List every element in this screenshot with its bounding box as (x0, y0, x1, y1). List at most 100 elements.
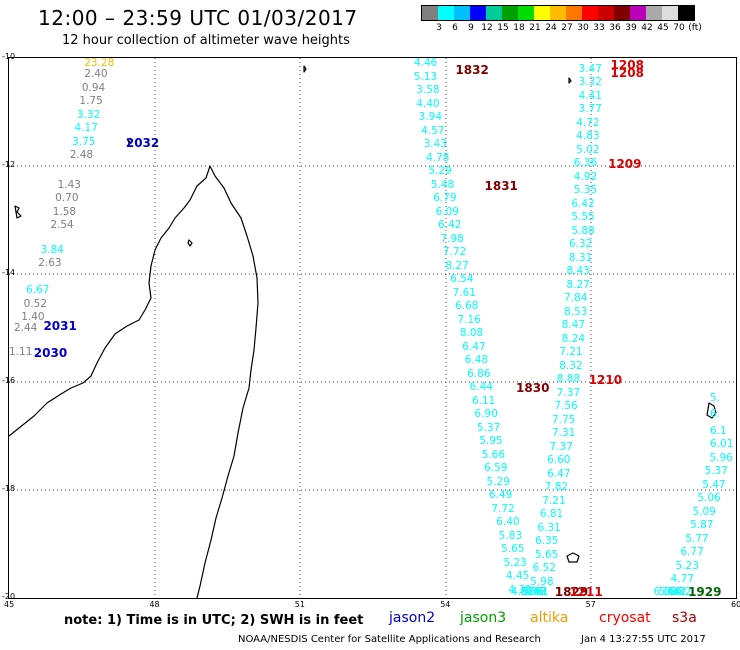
pass-time-label: 1208 (610, 65, 644, 80)
wave-height-value: 4.78 (425, 151, 450, 164)
wave-height-value: 8.53 (564, 305, 588, 318)
wave-height-value: 6.42 (571, 197, 595, 210)
longitude-label: 45 (4, 600, 15, 609)
wave-height-value: 6.01 (710, 438, 734, 451)
wave-height-value: 6.81 (539, 508, 564, 521)
scale-swatch (646, 6, 662, 20)
wave-height-value: 5.96 (709, 451, 733, 464)
scale-swatch (598, 6, 614, 20)
wave-height-value: 4.40 (416, 97, 440, 110)
wave-height-value: 8.43 (566, 265, 590, 278)
scale-swatch (454, 6, 470, 20)
madagascar-coastline (9, 165, 259, 598)
wave-height-value: 5.77 (685, 532, 709, 545)
wave-height-value: 5.37 (704, 465, 728, 478)
wave-height-value: 7.72 (442, 246, 467, 259)
wave-height-value: 1.11 (9, 346, 33, 359)
wave-height-value: 5.66 (658, 586, 682, 598)
wave-height-value: 5.87 (690, 519, 714, 532)
wave-height-value: 2.54 (50, 219, 74, 232)
wave-height-value: 5.13 (413, 70, 438, 83)
mauritius-island (706, 402, 717, 419)
latitude-label: -20 (2, 592, 16, 601)
wave-height-value: 7.75 (551, 413, 576, 426)
wave-height-value: 4.39 (508, 583, 532, 596)
pass-time-label: 1832 (455, 62, 489, 77)
wave-height-value: 8.32 (559, 359, 583, 372)
wave-height-value: 5.35 (573, 184, 598, 197)
wave-height-value: 5.29 (428, 165, 452, 178)
wave-height-value: 6.09 (435, 205, 459, 218)
scale-label: 45 (657, 23, 669, 33)
wave-height-value: 2.63 (38, 257, 62, 270)
wave-height-value: 3.32 (76, 108, 101, 121)
wave-height-value: 4.45 (505, 570, 530, 583)
wave-height-value: 6.59 (484, 462, 508, 475)
wave-height-value: 5.55 (571, 211, 595, 224)
wave-height-value: 3.75 (72, 135, 96, 148)
wave-height-value: 4.72 (576, 116, 600, 129)
wave-height-value: 6.42 (438, 219, 462, 232)
wave-height-value: 3.43 (423, 138, 447, 151)
pass-time-label: 1830 (516, 381, 550, 396)
wave-height-value: 7.37 (556, 386, 581, 399)
wave-height-value: 3.84 (40, 243, 64, 256)
wave-height-value: 23.28 (84, 57, 115, 69)
color-scale-swatches (421, 5, 695, 21)
wave-height-value: 8.27 (445, 259, 469, 272)
legend-jason2: jason2 (389, 610, 436, 626)
reunion-island (566, 552, 580, 563)
wave-height-value: 5.47 (702, 478, 726, 491)
wave-height-value: 6.49 (488, 489, 513, 502)
wave-height-value: 1.75 (79, 95, 103, 108)
wave-height-value: 7.16 (457, 313, 481, 326)
wave-height-value: 0.52 (23, 297, 48, 310)
wave-height-value: 6.35 (534, 535, 559, 548)
wave-height-value: 4.41 (578, 89, 602, 102)
wave-height-value: 6.77 (680, 546, 704, 559)
scale-swatch (518, 6, 534, 20)
color-scale: 3 6 9 12 15 18 21 24 27 30 33 36 39 42 45 70 (ft) (421, 5, 702, 33)
pass-time-label: 2032 (125, 135, 160, 150)
longitude-label: 60 (731, 600, 740, 609)
wave-height-value: 7.98 (440, 232, 464, 245)
wave-height-value: 4.77 (670, 573, 695, 586)
wave-height-value: 3.94 (418, 111, 443, 124)
legend-altika: altika (530, 610, 569, 626)
wave-height-value: 5.48 (430, 178, 455, 191)
wave-height-value: 5.02 (576, 143, 600, 156)
wave-height-map[interactable]: 23.28 2.40 0.94 1.75 3.32 4.17 3.75 2.48 1.43 0.7… (8, 57, 737, 599)
wave-height-value: 1.43 (57, 178, 81, 191)
map-svg (9, 58, 736, 598)
scale-label: 6 (452, 23, 458, 33)
wave-height-value: 7.21 (542, 494, 566, 507)
scale-swatch (662, 6, 678, 20)
wave-height-value: 0.70 (55, 192, 79, 205)
wave-height-value: 5.09 (692, 505, 716, 518)
wave-height-value: 5.48 (522, 586, 547, 598)
wave-height-value: 6.52 (532, 562, 556, 575)
scale-label: 42 (641, 23, 653, 33)
scale-label: 30 (577, 23, 589, 33)
wave-height-value: 5.23 (675, 559, 699, 572)
pass-time-label: 2031 (43, 319, 77, 334)
wave-height-value: 5.37 (476, 421, 501, 434)
pass-time-label: 1210 (588, 373, 623, 388)
wave-height-value: 5. (710, 392, 721, 405)
wave-height-value: 6.40 (496, 516, 520, 529)
latitude-label: -12 (2, 160, 16, 169)
wave-height-value: 6.68 (455, 300, 479, 313)
wave-height-value: 6.32 (568, 238, 593, 251)
wave-height-value: 5.88 (571, 224, 595, 237)
wave-height-value: 1.58 (52, 205, 77, 218)
wave-height-value: 6.06 (520, 586, 544, 598)
scale-swatch (422, 6, 438, 20)
wave-height-value: 3.77 (578, 103, 602, 116)
nosy-be-island (187, 239, 193, 247)
wave-height-value: 0.94 (81, 81, 106, 94)
wave-height-value: 4.46 (413, 57, 438, 70)
scale-swatch (534, 6, 550, 20)
scale-swatch (678, 6, 694, 20)
wave-height-value: 2.40 (84, 68, 108, 81)
wave-height-value: 1.40 (21, 311, 45, 324)
